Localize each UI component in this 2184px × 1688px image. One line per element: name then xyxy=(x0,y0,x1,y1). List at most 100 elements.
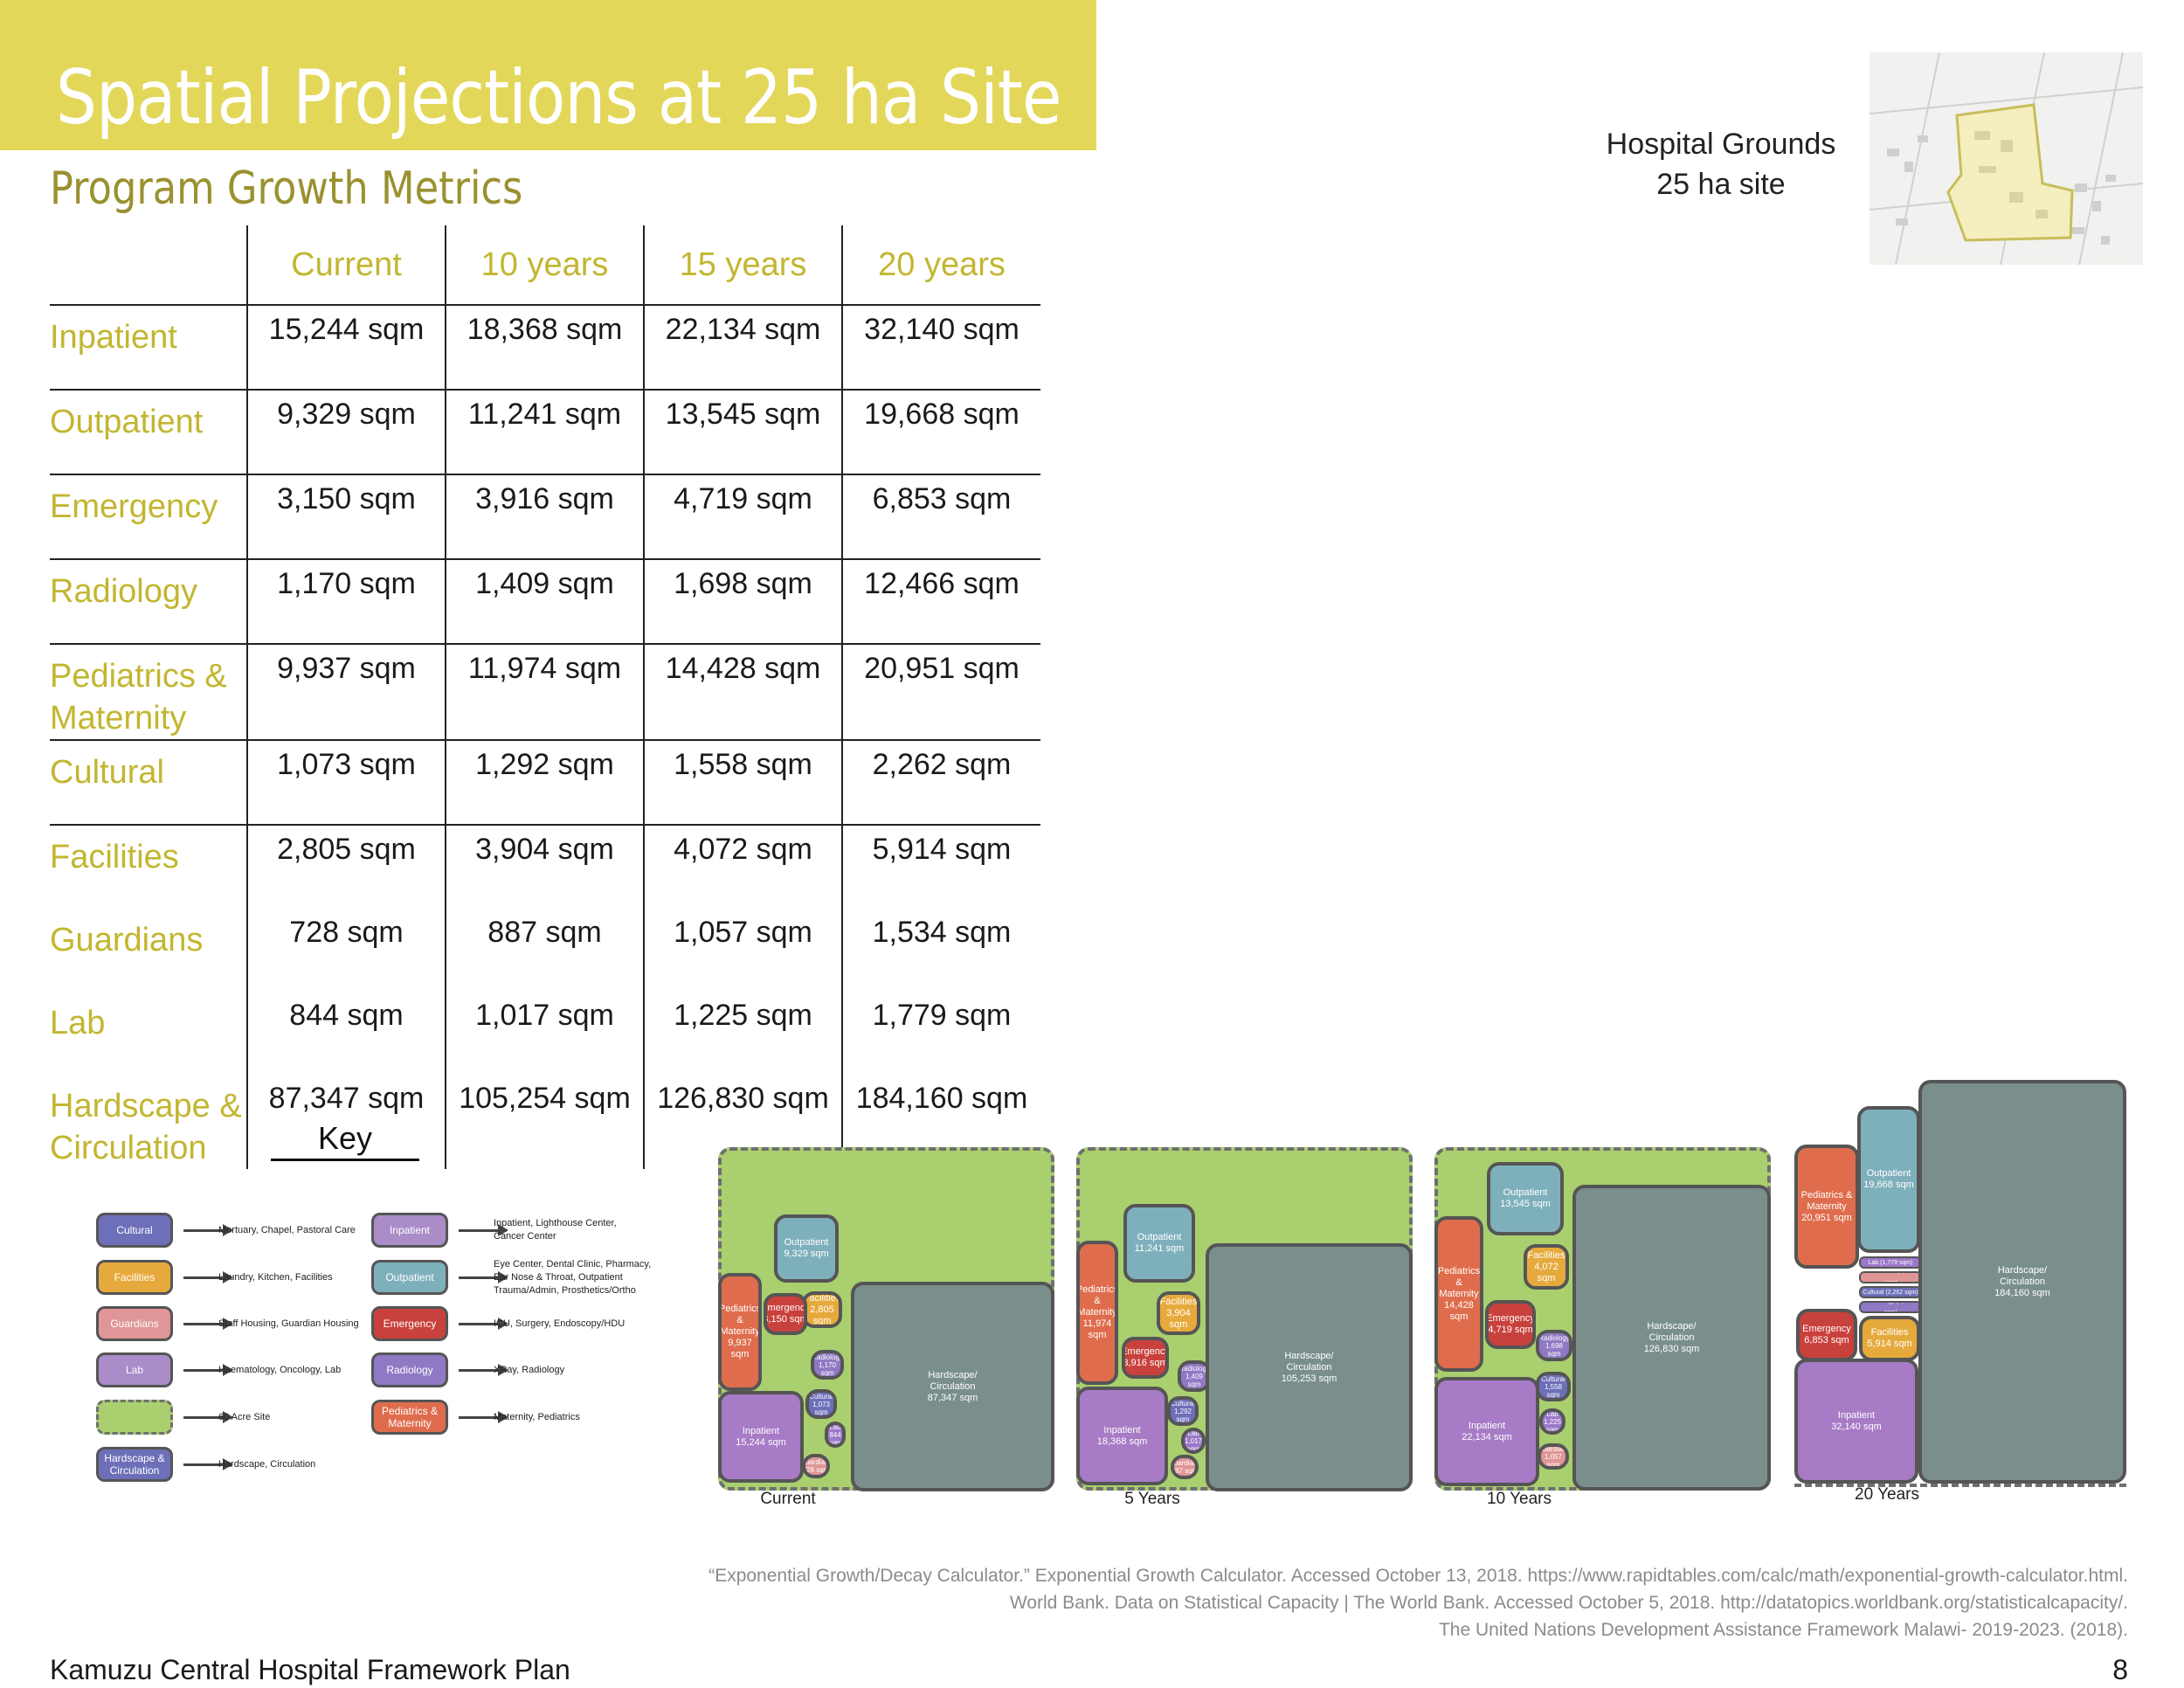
table-cell: 1,170 sqm xyxy=(246,559,446,645)
table-cell: 2,262 sqm xyxy=(841,740,1040,826)
block-facilities: Facilities 2,805 sqm xyxy=(802,1291,842,1328)
citations: “Exponential Growth/Decay Calculator.” E… xyxy=(708,1562,2128,1643)
table-cell: 14,428 sqm xyxy=(643,644,842,741)
key-description: Mortuary, Chapel, Pastoral Care xyxy=(218,1224,356,1235)
block-outpatient: Outpatient 11,241 sqm xyxy=(1123,1204,1195,1283)
arrow-icon xyxy=(459,1411,508,1423)
arrow-icon xyxy=(183,1224,233,1236)
site-boundary xyxy=(1794,1484,2126,1491)
table-row: Pediatrics & Maternity 9,937 sqm 11,974 sq… xyxy=(50,644,1040,741)
key-description: Hardscape, Circulation xyxy=(218,1458,316,1470)
page-title: Spatial Projections at 25 ha Site xyxy=(56,54,1062,142)
key-description: Eye Center, Dental Clinic, Pharmacy, Ear… xyxy=(494,1258,652,1296)
block-emergency: Emergency 6,853 sqm xyxy=(1796,1309,1857,1361)
section-subtitle: Program Growth Metrics xyxy=(50,163,523,215)
key-swatch-inpatient: Inpatient xyxy=(371,1213,448,1248)
table-row: Hardscape & Circulation 87,347 sqm 105,254… xyxy=(50,1075,1040,1169)
block-outpatient: Outpatient 9,329 sqm xyxy=(774,1214,839,1283)
block-cultural: Cultural 1,292 sqm xyxy=(1167,1396,1199,1426)
column-header: 20 years xyxy=(841,225,1040,306)
table-cell: 12,466 sqm xyxy=(841,559,1040,645)
block-pediatrics: Pediatrics & Maternity 11,974 sqm xyxy=(1076,1241,1118,1385)
table-cell: 1,534 sqm xyxy=(841,909,1040,992)
row-label: Facilities xyxy=(50,839,179,875)
table-cell: 1,409 sqm xyxy=(445,559,644,645)
block-cultural: Cultural (2,262 sqm) xyxy=(1859,1286,1922,1298)
table-cell: 1,558 sqm xyxy=(643,740,842,826)
block-pediatrics: Pediatrics & Maternity 20,951 sqm xyxy=(1794,1145,1859,1269)
block-inpatient: Inpatient 32,140 sqm xyxy=(1794,1359,1918,1484)
block-radiology: Radiology (2,466 sqm) xyxy=(1859,1301,1922,1313)
table-cell: 1,292 sqm xyxy=(445,740,644,826)
arrow-icon xyxy=(459,1318,508,1330)
row-label: Outpatient xyxy=(50,390,247,475)
block-lab: Lab 1,225 sqm xyxy=(1539,1408,1565,1435)
table-cell: 1,779 sqm xyxy=(841,992,1040,1075)
program-growth-table: Current 10 years 15 years 20 years Inpat… xyxy=(50,225,1040,1169)
block-lab: Lab 844 sqm xyxy=(825,1422,846,1448)
block-hardscape: Hardscape/ Circulation 87,347 sqm xyxy=(851,1282,1054,1491)
key-swatch-facilities: Facilities xyxy=(96,1260,173,1295)
citation-line: World Bank. Data on Statistical Capacity… xyxy=(1009,1593,2128,1613)
key-description: Maternity, Pediatrics xyxy=(494,1411,580,1422)
table-row: Radiology 1,170 sqm 1,409 sqm 1,698 sqm 12,4… xyxy=(50,559,1040,645)
block-emergency: Emergency 3,916 sqm xyxy=(1122,1337,1169,1379)
table-cell: 19,668 sqm xyxy=(841,390,1040,475)
table-cell: 6,853 sqm xyxy=(841,474,1040,560)
site-map-thumbnail xyxy=(1870,52,2143,265)
block-inpatient: Inpatient 15,244 sqm xyxy=(718,1391,804,1483)
table-cell: 1,225 sqm xyxy=(643,992,842,1075)
diagram-label: 5 Years xyxy=(1124,1490,1180,1508)
block-guardians: Guardians 887 sqm xyxy=(1171,1455,1199,1479)
table-cell: 3,150 sqm xyxy=(246,474,446,560)
block-radiology: Radiology 1,409 sqm xyxy=(1178,1360,1211,1392)
citation-line: The United Nations Development Assistanc… xyxy=(1438,1620,2128,1640)
row-label: Inpatient xyxy=(50,305,247,391)
block-hardscape: Hardscape/ Circulation 105,253 sqm xyxy=(1206,1243,1413,1491)
table-cell: 105,254 sqm xyxy=(445,1075,644,1169)
table-cell: 4,719 sqm xyxy=(643,474,842,560)
table-cell: 18,368 sqm xyxy=(445,305,644,391)
key-description: Staff Housing, Guardian Housing xyxy=(218,1318,359,1329)
table-cell: 1,698 sqm xyxy=(643,559,842,645)
diagram-label: Current xyxy=(760,1490,816,1508)
table-cell: 1,017 sqm xyxy=(445,992,644,1075)
block-guardians: Guardians 1,057 sqm xyxy=(1538,1443,1569,1470)
table-cell: 844 sqm xyxy=(246,992,446,1075)
table-cell: 9,329 sqm xyxy=(246,390,446,475)
table-cell: 887 sqm xyxy=(445,909,644,992)
table-cell: 2,805 sqm xyxy=(246,825,446,909)
key-swatch-hardscape: Hardscape & Circulation xyxy=(96,1447,173,1482)
page-number: 8 xyxy=(2112,1654,2128,1685)
table-cell: 3,904 sqm xyxy=(445,825,644,909)
block-inpatient: Inpatient 22,134 sqm xyxy=(1434,1377,1539,1486)
row-label: Lab xyxy=(50,1005,106,1041)
key-swatch-pediatrics: Pediatrics & Maternity xyxy=(371,1400,448,1435)
key-description: ICU, Surgery, Endoscopy/HDU xyxy=(494,1318,625,1329)
table-cell: 728 sqm xyxy=(246,909,446,992)
block-hardscape: Hardscape/ Circulation 126,830 sqm xyxy=(1572,1185,1771,1491)
key-title: Key xyxy=(271,1120,419,1161)
key-description: 60 Acre Site xyxy=(218,1411,271,1422)
row-label: Cultural xyxy=(50,740,247,826)
arrow-icon xyxy=(183,1458,233,1470)
block-radiology: Radiology 1,170 sqm xyxy=(811,1350,844,1380)
block-emergency: Emergency 3,150 sqm xyxy=(764,1293,807,1335)
key-swatch-outpatient: Outpatient xyxy=(371,1260,448,1295)
table-header-row: Current 10 years 15 years 20 years xyxy=(50,225,1040,306)
block-facilities: Facilities 4,072 sqm xyxy=(1524,1244,1569,1290)
block-pediatrics: Pediatrics & Maternity 9,937 sqm xyxy=(718,1273,762,1391)
block-lab: Lab 1,017 sqm xyxy=(1181,1428,1206,1454)
hospital-grounds-label: Hospital Grounds 25 ha site xyxy=(1606,128,1836,201)
citation-line: “Exponential Growth/Decay Calculator.” E… xyxy=(708,1566,2128,1586)
table-cell: 15,244 sqm xyxy=(246,305,446,391)
table-cell: 22,134 sqm xyxy=(643,305,842,391)
block-cultural: Cultural 1,073 sqm xyxy=(805,1389,837,1419)
table-row: Facilities 2,805 sqm 3,904 sqm 4,072 sqm 5,9… xyxy=(50,825,1040,909)
table-cell: 11,974 sqm xyxy=(445,644,644,741)
key-swatch-guardians: Guardians xyxy=(96,1306,173,1341)
table-row: Guardians 728 sqm 887 sqm 1,057 sqm 1,534 sq… xyxy=(50,909,1040,992)
block-radiology: Radiology 1,698 sqm xyxy=(1536,1330,1572,1361)
table-row: Lab 844 sqm 1,017 sqm 1,225 sqm 1,779 sqm xyxy=(50,992,1040,1075)
table-cell: 20,951 sqm xyxy=(841,644,1040,741)
